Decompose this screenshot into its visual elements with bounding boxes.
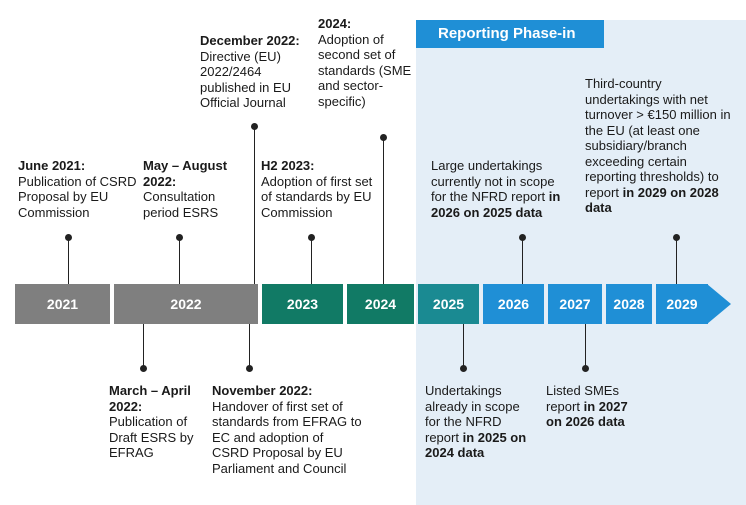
timeline-segment-2028: 2028 xyxy=(606,284,652,324)
connector-june-2021 xyxy=(68,238,69,284)
year-label: 2027 xyxy=(559,296,591,312)
connector-2024 xyxy=(383,138,384,284)
connector-dot xyxy=(519,234,526,241)
connector-dot xyxy=(251,123,258,130)
connector-dot xyxy=(65,234,72,241)
year-label: 2023 xyxy=(286,296,319,312)
year-label: 2022 xyxy=(170,296,202,312)
connector-march-2022 xyxy=(143,324,144,368)
note-listed-smes: Listed SMEs report in 2027 on 2026 data xyxy=(546,383,628,429)
timeline-arrow-head xyxy=(707,284,731,324)
note-june-2021: June 2021: Publication of CSRD Proposal b… xyxy=(18,158,137,220)
connector-third xyxy=(676,238,677,284)
timeline-segment-2022: 2022 xyxy=(114,284,258,324)
reporting-phase-panel xyxy=(416,20,746,505)
connector-large xyxy=(522,238,523,284)
connector-dot xyxy=(380,134,387,141)
year-label: 2029 xyxy=(666,296,698,312)
note-large-undertakings: Large undertakings currently not in scop… xyxy=(431,158,561,220)
year-label: 2024 xyxy=(364,296,397,312)
connector-dot xyxy=(176,234,183,241)
connector-nfrd xyxy=(463,324,464,368)
connector-may-2022 xyxy=(179,238,180,284)
year-label: 2025 xyxy=(432,296,465,312)
connector-smes xyxy=(585,324,586,368)
note-nov-2022: November 2022: Handover of first set of s… xyxy=(212,383,362,476)
year-label: 2028 xyxy=(613,296,645,312)
timeline-segment-2024: 2024 xyxy=(347,284,414,324)
connector-dot xyxy=(308,234,315,241)
connector-dot xyxy=(460,365,467,372)
note-may-2022: May – August 2022: Consultation period ES… xyxy=(143,158,228,220)
note-2024: 2024: Adoption of second set of standards… xyxy=(318,16,412,109)
connector-dot xyxy=(673,234,680,241)
note-nfrd-scope: Undertakings already in scope for the NF… xyxy=(425,383,527,460)
note-march-2022: March – April 2022: Publication of Draft … xyxy=(109,383,194,460)
timeline-segment-2029: 2029 xyxy=(656,284,708,324)
year-label: 2026 xyxy=(497,296,530,312)
note-third-country: Third-country undertakings with net turn… xyxy=(585,76,731,215)
note-h2-2023: H2 2023: Adoption of first set of standar… xyxy=(261,158,373,220)
timeline-segment-2021: 2021 xyxy=(15,284,110,324)
year-label: 2021 xyxy=(46,296,79,312)
connector-h2-2023 xyxy=(311,238,312,284)
reporting-phase-header: Reporting Phase-in xyxy=(416,20,604,48)
timeline-segment-2023: 2023 xyxy=(262,284,343,324)
connector-dec-2022 xyxy=(254,127,255,284)
timeline-segment-2026: 2026 xyxy=(483,284,544,324)
connector-dot xyxy=(246,365,253,372)
note-dec-2022: December 2022: Directive (EU) 2022/2464 p… xyxy=(200,33,300,110)
timeline-segment-2025: 2025 xyxy=(418,284,479,324)
connector-dot xyxy=(140,365,147,372)
timeline-segment-2027: 2027 xyxy=(548,284,602,324)
connector-nov-2022 xyxy=(249,324,250,368)
connector-dot xyxy=(582,365,589,372)
